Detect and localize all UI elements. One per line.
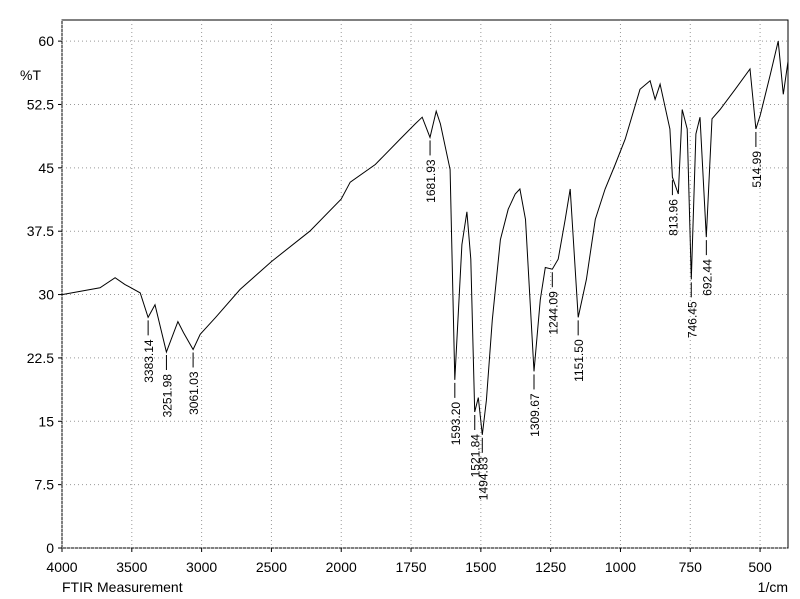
peak-label: 813.96 <box>666 199 680 236</box>
peak-label: 3251.98 <box>160 374 174 418</box>
x-tick-label: 2000 <box>326 559 357 575</box>
peak-label: 1593.20 <box>449 402 463 446</box>
x-tick-label: 500 <box>748 559 772 575</box>
y-tick-label: 30 <box>38 287 54 303</box>
y-tick-label: 45 <box>38 160 54 176</box>
x-tick-label: 1000 <box>605 559 636 575</box>
y-tick-label: 37.5 <box>27 223 54 239</box>
y-tick-label: 22.5 <box>27 350 54 366</box>
peak-label: 746.45 <box>685 301 699 338</box>
peak-label: 3383.14 <box>142 339 156 383</box>
peak-label: 1244.09 <box>546 291 560 335</box>
y-tick-label: 60 <box>38 33 54 49</box>
x-tick-label: 3500 <box>116 559 147 575</box>
chart-title: FTIR Measurement <box>62 579 183 595</box>
y-tick-label: 0 <box>46 540 54 556</box>
plot-frame <box>61 19 789 549</box>
x-tick-label: 750 <box>679 559 703 575</box>
y-tick-label: 7.5 <box>35 477 55 493</box>
x-axis-label: 1/cm <box>758 579 788 595</box>
y-axis-label: %T <box>20 67 41 83</box>
x-tick-label: 2500 <box>256 559 287 575</box>
peak-label: 1494.83 <box>476 456 490 500</box>
peak-label: 692.44 <box>700 259 714 296</box>
peak-label: 1521.84 <box>469 434 483 478</box>
x-tick-label: 1750 <box>395 559 426 575</box>
y-tick-label: 15 <box>38 413 54 429</box>
peak-label: 1151.50 <box>572 339 586 382</box>
y-tick-label: 52.5 <box>27 96 54 112</box>
x-tick-label: 1500 <box>465 559 496 575</box>
peak-label: 514.99 <box>750 151 764 188</box>
x-tick-label: 1250 <box>535 559 566 575</box>
spectrum-line <box>61 40 789 435</box>
x-tick-label: 3000 <box>186 559 217 575</box>
peak-label: 1681.93 <box>424 159 438 203</box>
peak-label: 3061.03 <box>187 371 201 415</box>
peak-label: 1309.67 <box>528 393 542 437</box>
x-tick-label: 4000 <box>46 559 77 575</box>
